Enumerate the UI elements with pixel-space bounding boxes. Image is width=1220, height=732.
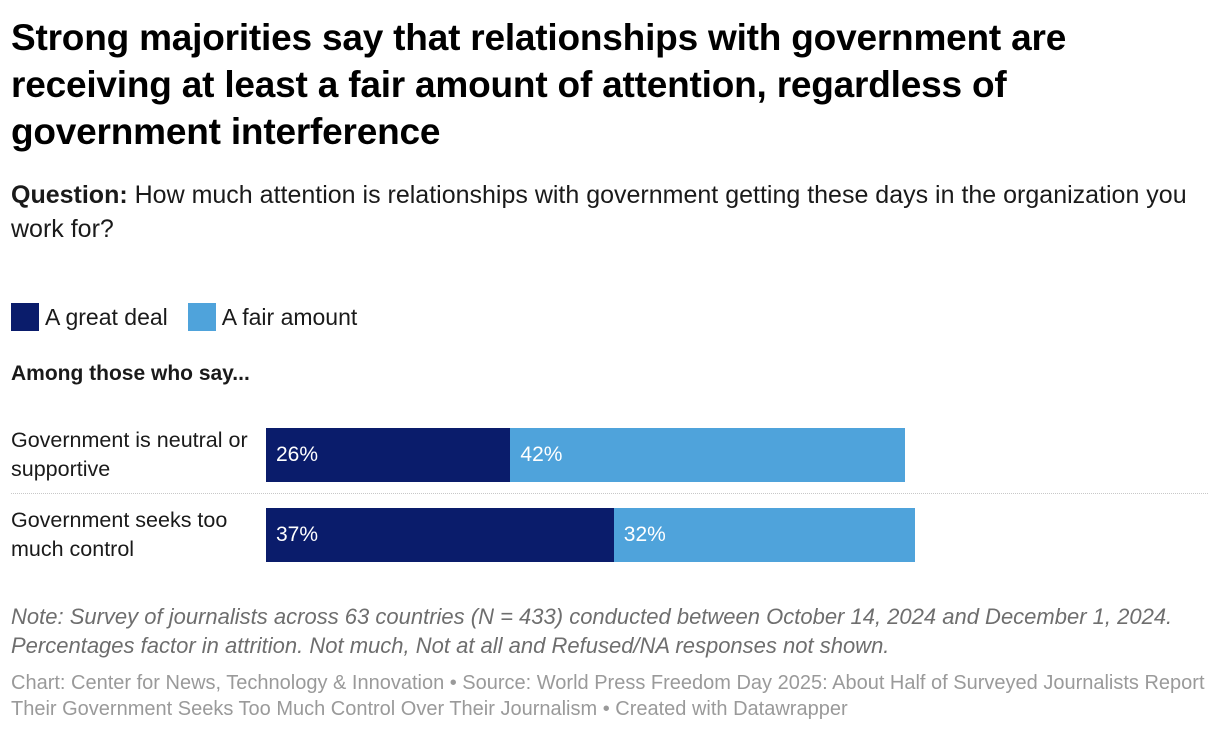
legend-item-great-deal: A great deal	[11, 303, 168, 331]
bar-great-deal-1: 26%	[266, 428, 511, 482]
legend-swatch-fair-amount	[187, 303, 216, 331]
question-label: Question:	[11, 181, 128, 209]
group-header: Among those who say...	[11, 362, 250, 385]
question-text: How much attention is relationships with…	[11, 181, 1187, 243]
bar-value-label: 37%	[276, 523, 319, 546]
bar-value-label: 32%	[623, 523, 666, 546]
bar-fair-amount-1: 42%	[510, 428, 906, 482]
bar-great-deal-2: 37%	[266, 508, 614, 562]
chart-legend: A great deal A fair amount	[11, 303, 377, 331]
chart-note: Note: Survey of journalists across 63 co…	[11, 604, 1173, 658]
legend-item-fair-amount: A fair amount	[187, 303, 358, 331]
legend-swatch-great-deal	[11, 303, 39, 331]
row-label-control: Government seeks too much control	[11, 508, 228, 561]
legend-label-fair-amount: A fair amount	[221, 303, 358, 330]
chart-question: Question: How much attention is relation…	[11, 178, 1201, 246]
row-divider	[11, 493, 1208, 494]
bar-value-label: 26%	[276, 443, 319, 466]
chart-credits: Chart: Center for News, Technology & Inn…	[11, 672, 1205, 720]
bar-value-label: 42%	[520, 443, 563, 466]
row-label-neutral: Government is neutral or supportive	[11, 428, 248, 481]
legend-label-great-deal: A great deal	[45, 303, 168, 330]
bar-fair-amount-2: 32%	[613, 508, 915, 562]
chart-title: Strong majorities say that relationships…	[11, 17, 1067, 152]
